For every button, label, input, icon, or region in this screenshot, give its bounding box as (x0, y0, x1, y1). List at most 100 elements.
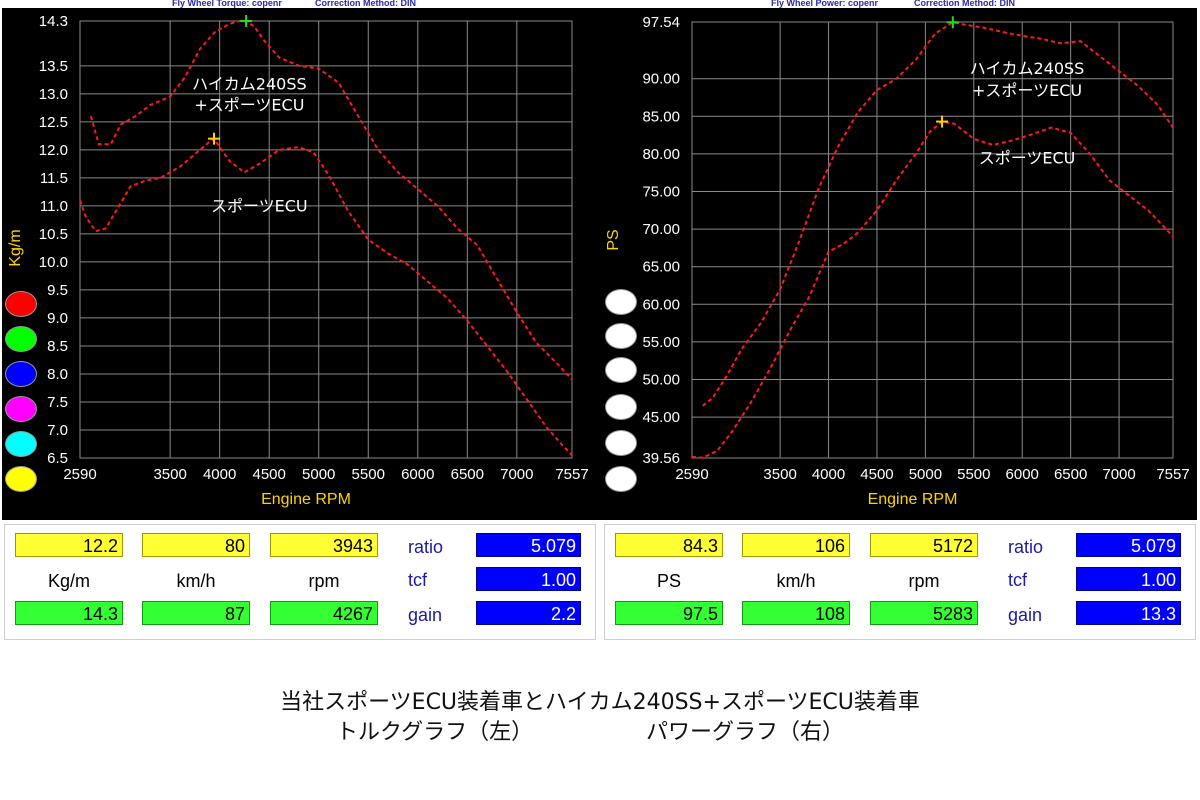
cursor-torque-value: 12.2 (15, 533, 123, 557)
legend-color-1[interactable] (5, 291, 37, 317)
gain-label: gain (408, 605, 443, 625)
y-tick-label: 14.3 (39, 13, 68, 30)
x-axis-title: Engine RPM (261, 491, 351, 508)
peak-speed-value: 87 (142, 601, 250, 625)
y-tick-label: 70.00 (642, 221, 680, 238)
y-tick-label: 39.56 (642, 450, 680, 467)
torque-readout-panel: 12.2 80 3943 Kg/m km/h rpm 14.3 87 4267 … (4, 524, 596, 640)
legend-slot-1[interactable] (605, 289, 637, 315)
y-tick-label: 13.0 (39, 86, 68, 103)
gain-value: 13.3 (1076, 601, 1181, 625)
legend-color-2[interactable] (5, 326, 37, 352)
series-line-2 (79, 137, 573, 456)
tcf-label: tcf (1008, 570, 1028, 590)
ratio-label: ratio (1008, 537, 1044, 557)
x-tick-label: 5500 (957, 466, 990, 483)
y-tick-label: 11.0 (40, 198, 68, 215)
torque-unit-label: Kg/m (47, 571, 90, 591)
power-unit-label: PS (656, 571, 681, 591)
x-tick-label: 7557 (555, 466, 588, 483)
x-tick-label: 5000 (909, 466, 942, 483)
legend-color-6[interactable] (5, 466, 37, 492)
peak-speed-value: 108 (742, 601, 850, 625)
cursor-marker-2 (240, 15, 253, 27)
y-tick-label: 8.0 (47, 366, 68, 383)
x-tick-label: 2590 (63, 466, 96, 483)
x-tick-label: 5000 (302, 466, 335, 483)
y-tick-label: 97.54 (642, 14, 680, 31)
tcf-value: 1.00 (476, 567, 581, 591)
gain-label: gain (1008, 605, 1043, 625)
left-chart-title: Fly Wheel Torque: copenr (172, 0, 282, 8)
x-tick-label: 6000 (1006, 466, 1039, 483)
legend-slot-4[interactable] (605, 394, 637, 420)
peak-power-value: 97.5 (615, 601, 723, 625)
power-readout-panel: 84.3 106 5172 PS km/h rpm 97.5 108 5283 … (604, 524, 1196, 640)
y-tick-label: 8.5 (47, 338, 68, 355)
annotation-2: +スポーツECU (972, 81, 1082, 100)
y-tick-label: 6.5 (47, 450, 68, 467)
series-line-1 (89, 20, 573, 381)
series-line-1 (702, 21, 1174, 407)
x-tick-label: 7557 (1156, 466, 1189, 483)
y-tick-label: 13.5 (39, 58, 68, 75)
cursor-speed-value: 106 (742, 533, 850, 557)
y-tick-label: 9.5 (47, 282, 68, 299)
legend-color-5[interactable] (5, 431, 37, 457)
y-tick-label: 9.0 (47, 310, 68, 327)
power-chart-panel: 2590 3500 4000 4500 5000 5500 6000 6500 7000 7557… (600, 8, 1197, 520)
legend-color-4[interactable] (5, 396, 37, 422)
x-tick-label: 7000 (1102, 466, 1135, 483)
power-chart: 2590 3500 4000 4500 5000 5500 6000 6500 7000 7557… (605, 14, 1190, 508)
caption-torque-graph: トルクグラフ（左） (336, 720, 534, 745)
cursor-power-value: 84.3 (615, 533, 723, 557)
tcf-label: tcf (408, 570, 428, 590)
peak-rpm-value: 5283 (870, 601, 978, 625)
peak-rpm-value: 4267 (270, 601, 378, 625)
x-tick-label: 5500 (352, 466, 385, 483)
legend-slot-2[interactable] (605, 323, 637, 349)
right-chart-method: Correction Method: DIN (914, 0, 1015, 8)
y-tick-label: 10.5 (39, 226, 68, 243)
legend-slot-5[interactable] (605, 430, 637, 456)
x-tick-label: 3500 (153, 466, 186, 483)
x-tick-label: 3500 (763, 466, 796, 483)
y-tick-label: 60.00 (642, 296, 680, 313)
y-tick-label: 10.0 (39, 254, 68, 271)
legend-slot-6[interactable] (605, 466, 637, 492)
gain-value: 2.2 (476, 601, 581, 625)
y-tick-label: 7.0 (47, 422, 68, 439)
x-tick-label: 4500 (860, 466, 893, 483)
tcf-value: 1.00 (1076, 567, 1181, 591)
rpm-unit-label: rpm (908, 571, 940, 591)
ratio-value: 5.079 (1076, 533, 1181, 557)
x-tick-label: 6500 (1054, 466, 1087, 483)
x-tick-label: 2590 (675, 466, 708, 483)
x-tick-label: 4500 (253, 466, 286, 483)
annotation-3: スポーツECU (211, 196, 308, 215)
cursor-rpm-value: 5172 (870, 533, 978, 557)
annotation-1: ハイカム240SS (970, 59, 1085, 78)
torque-chart-panel: 2590 3500 4000 4500 5000 5500 6000 6500 7000 7557… (2, 8, 600, 520)
y-tick-label: 11.5 (40, 170, 68, 187)
y-axis-title: PS (605, 229, 622, 250)
annotation-1: ハイカム240SS (192, 74, 307, 93)
cursor-speed-value: 80 (142, 533, 250, 557)
cursor-marker-1 (208, 132, 221, 145)
legend-color-3[interactable] (5, 361, 37, 387)
cursor-marker-2 (946, 16, 959, 29)
right-chart-title: Fly Wheel Power: copenr (771, 0, 879, 8)
y-tick-label: 55.00 (642, 334, 680, 351)
speed-unit-label: km/h (776, 571, 816, 591)
cursor-rpm-value: 3943 (270, 533, 378, 557)
y-tick-label: 12.0 (39, 142, 68, 159)
y-tick-label: 85.00 (642, 108, 680, 125)
x-tick-label: 7000 (500, 466, 533, 483)
x-tick-label: 6500 (451, 466, 484, 483)
y-tick-label: 45.00 (642, 409, 680, 426)
y-tick-label: 12.5 (39, 114, 68, 131)
series-line-2 (691, 120, 1174, 459)
cursor-marker-1 (936, 115, 949, 128)
legend-slot-3[interactable] (605, 357, 637, 383)
ratio-label: ratio (408, 537, 444, 557)
